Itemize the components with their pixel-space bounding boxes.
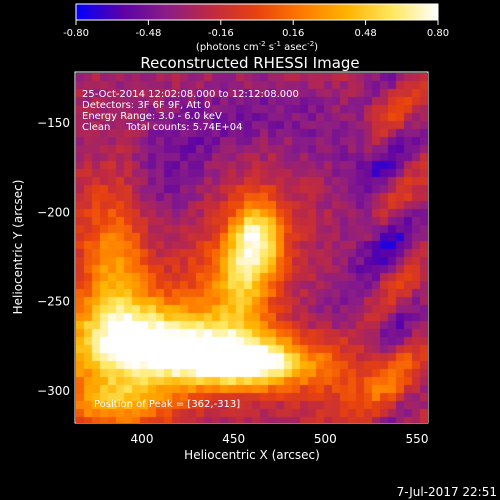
y-tick-label: −200 [37, 205, 70, 219]
colorbar-tick-label: -0.48 [135, 28, 161, 39]
y-axis-label: Heliocentric Y (arcsec) [11, 180, 25, 315]
y-tick-label: −150 [37, 116, 70, 130]
colorbar-tick-label: -0.80 [63, 28, 89, 39]
plot-timestamp: 7-Jul-2017 22:51 [397, 485, 497, 499]
x-tick-label: 550 [406, 432, 429, 446]
x-tick-label: 500 [314, 432, 337, 446]
y-tick-label: −300 [37, 384, 70, 398]
colorbar-tick-label: -0.16 [208, 28, 234, 39]
y-tick-label: −250 [37, 295, 70, 309]
colorbar-tick-label: 0.80 [427, 28, 449, 39]
x-tick-label: 400 [131, 432, 154, 446]
colorbar-unit-label: (photons cm-2 s-1 asec-2) [196, 40, 318, 53]
colorbar [75, 3, 439, 21]
chart-title: Reconstructed RHESSI Image [140, 54, 359, 72]
colorbar-tick-label: 0.48 [354, 28, 376, 39]
plot-frame [74, 71, 429, 424]
x-axis-label: Heliocentric X (arcsec) [184, 448, 320, 462]
x-tick-label: 450 [222, 432, 245, 446]
colorbar-tick-label: 0.16 [282, 28, 304, 39]
colorbar-ticks: -0.80 -0.48 -0.16 0.16 0.48 0.80 [63, 20, 449, 39]
heatmap-image [76, 73, 428, 423]
